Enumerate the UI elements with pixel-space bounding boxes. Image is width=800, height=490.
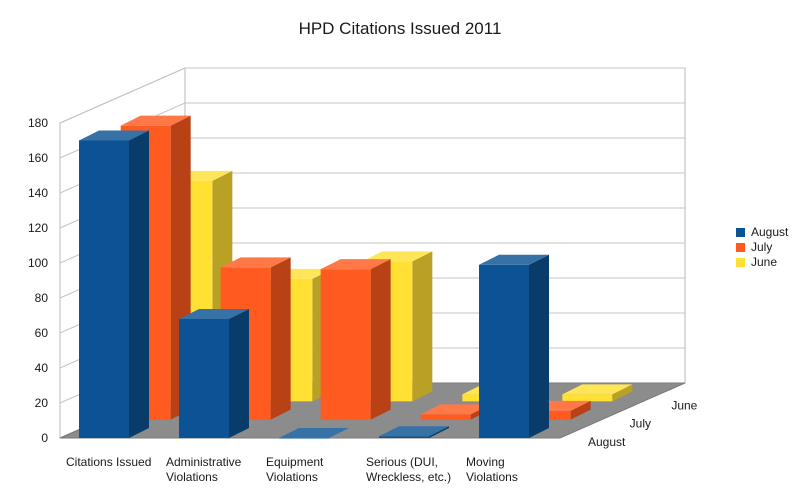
bar-front bbox=[279, 438, 329, 439]
bar-front bbox=[320, 269, 371, 420]
bar-side bbox=[570, 400, 591, 420]
bar-side bbox=[412, 251, 433, 402]
depth-axis-label: June bbox=[671, 398, 697, 412]
bar-top bbox=[379, 426, 449, 437]
bar-side bbox=[270, 257, 291, 420]
bar-top bbox=[279, 428, 349, 438]
legend-swatch bbox=[736, 258, 745, 267]
legend-label: June bbox=[751, 255, 777, 269]
bar-front bbox=[79, 140, 129, 438]
category-label: Moving bbox=[466, 455, 505, 469]
bar bbox=[479, 254, 549, 438]
bar-top bbox=[479, 254, 549, 265]
bar-side bbox=[229, 309, 249, 438]
bar-top bbox=[562, 384, 633, 395]
category-label: Administrative bbox=[166, 455, 242, 469]
bar-top bbox=[79, 130, 149, 141]
category-label: Violations bbox=[266, 470, 318, 484]
bar-side bbox=[612, 384, 633, 402]
y-tick-label: 100 bbox=[28, 256, 48, 270]
bar bbox=[79, 130, 149, 438]
bar-top bbox=[420, 404, 491, 415]
gridline bbox=[59, 67, 685, 124]
legend-item: August bbox=[736, 225, 789, 239]
y-tick-label: 140 bbox=[28, 186, 48, 200]
bar-top bbox=[120, 115, 191, 126]
legend-label: July bbox=[751, 240, 772, 254]
depth-axis-label: August bbox=[588, 435, 626, 449]
y-tick-label: 20 bbox=[35, 396, 49, 410]
bar-side bbox=[429, 426, 449, 438]
bar-front bbox=[379, 436, 429, 438]
category-label: Serious (DUI, bbox=[366, 455, 438, 469]
bar-front bbox=[179, 319, 229, 438]
category-label: Wreckless, etc.) bbox=[366, 470, 451, 484]
bar-front bbox=[420, 414, 471, 420]
y-axis-ticks: 0 20 40 60 80 100 120 140 160 180 bbox=[28, 116, 48, 445]
bar bbox=[562, 384, 633, 402]
category-label: Violations bbox=[166, 470, 218, 484]
y-tick-label: 120 bbox=[28, 221, 48, 235]
depth-axis-labels: August July June bbox=[588, 398, 698, 449]
bar-side bbox=[529, 254, 549, 438]
legend-item: June bbox=[736, 255, 777, 269]
depth-axis-label: July bbox=[630, 417, 651, 431]
bar bbox=[279, 428, 349, 439]
x-axis-category-labels: Citations Issued AdministrativeViolations… bbox=[66, 455, 518, 484]
bar-side bbox=[129, 130, 149, 438]
legend-label: August bbox=[751, 225, 789, 239]
legend-swatch bbox=[736, 243, 745, 252]
category-label: Citations Issued bbox=[66, 455, 151, 469]
legend-swatch bbox=[736, 228, 745, 237]
bar-front bbox=[479, 264, 529, 438]
category-label: Equipment bbox=[266, 455, 324, 469]
bar-top bbox=[320, 259, 391, 270]
bar-top bbox=[179, 309, 249, 319]
bar-top bbox=[362, 251, 433, 262]
y-tick-label: 80 bbox=[35, 291, 49, 305]
y-tick-label: 180 bbox=[28, 116, 48, 130]
y-tick-label: 40 bbox=[35, 361, 49, 375]
bar-front bbox=[562, 394, 613, 402]
y-tick-label: 0 bbox=[41, 431, 48, 445]
bar-side bbox=[370, 259, 391, 420]
y-tick-label: 160 bbox=[28, 151, 48, 165]
bar bbox=[179, 309, 249, 438]
bar-top bbox=[220, 257, 291, 268]
bar bbox=[320, 259, 391, 420]
chart-bars bbox=[79, 115, 633, 439]
bar bbox=[379, 426, 449, 438]
y-tick-label: 60 bbox=[35, 326, 49, 340]
legend-item: July bbox=[736, 240, 772, 254]
category-label: Violations bbox=[466, 470, 518, 484]
chart-title: HPD Citations Issued 2011 bbox=[299, 19, 502, 38]
